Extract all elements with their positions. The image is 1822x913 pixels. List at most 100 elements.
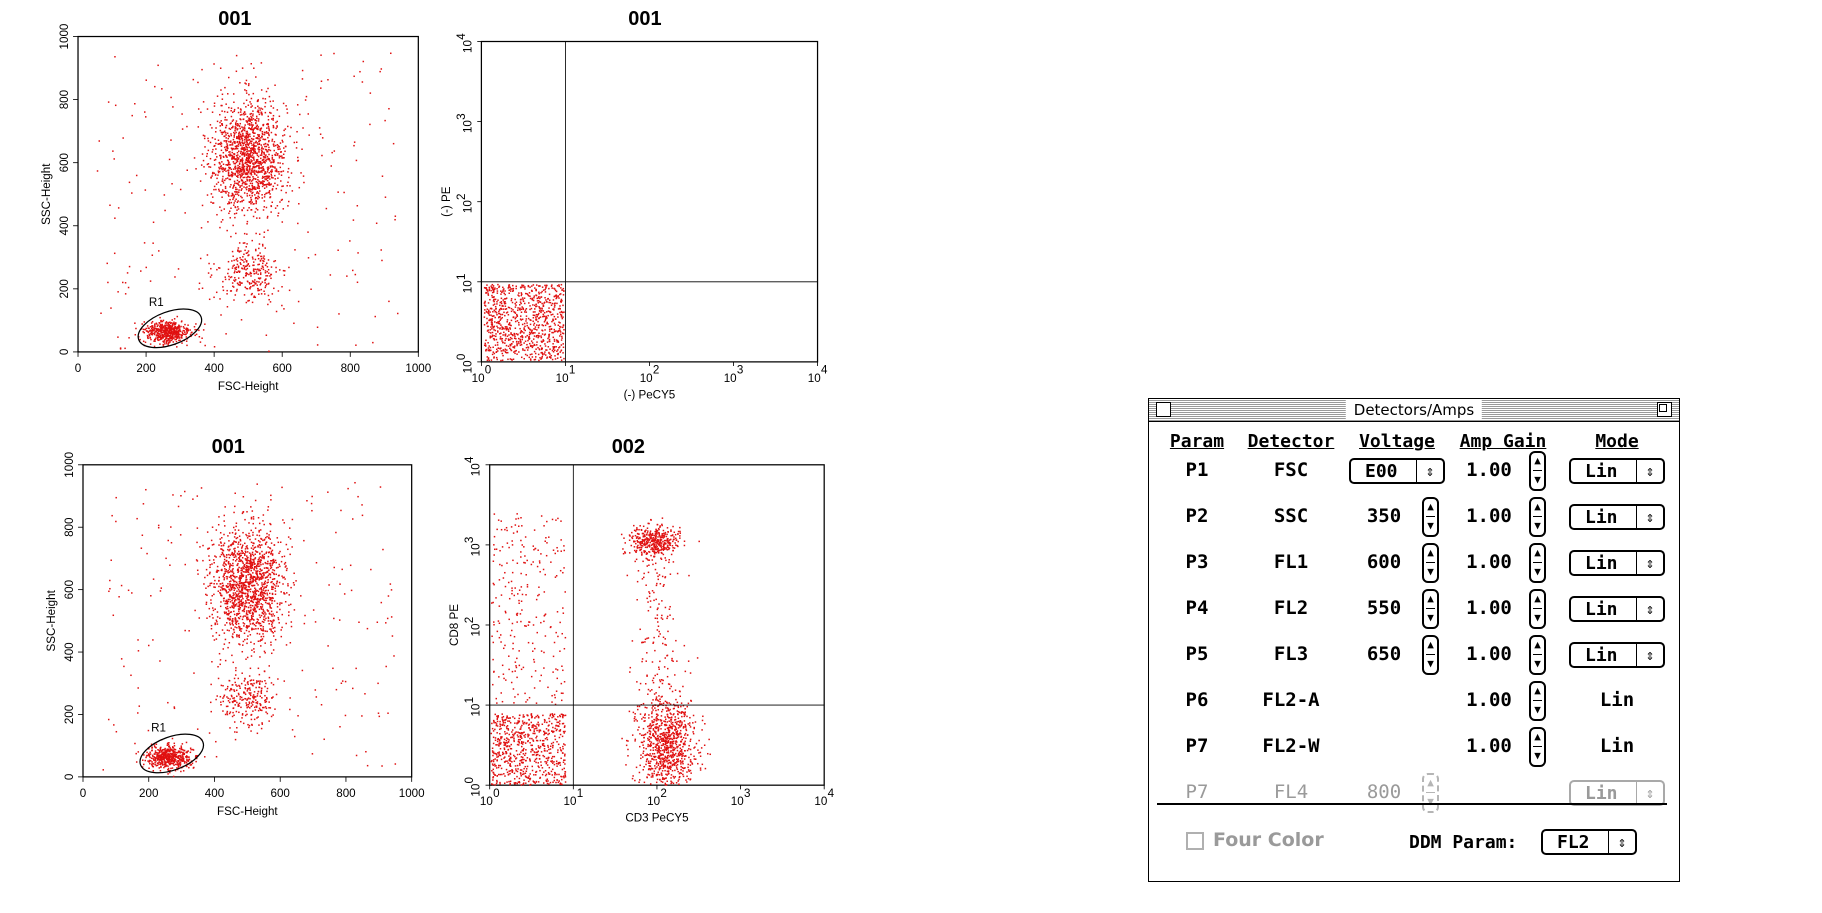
event-dot [270,613,273,616]
event-dot [487,347,490,349]
event-dot [246,581,249,583]
event-dot [256,142,259,144]
event-dot [241,589,244,591]
event-dot [227,194,230,196]
event-dot [252,544,254,547]
event-dot [518,295,520,297]
event-dot [262,628,265,630]
event-dot [154,761,156,764]
event-dot [159,325,161,328]
event-dot [241,594,243,597]
event-dot [241,574,243,576]
event-dot [261,556,263,559]
event-dot [235,623,238,626]
event-dot [177,335,180,338]
event-dot [274,153,276,156]
event-dot [550,328,553,331]
event-dot [230,611,233,613]
event-dot [282,185,284,187]
event-dot [258,588,261,590]
event-dot [252,608,254,611]
event-dot [214,145,216,147]
event-dot [267,259,270,261]
event-dot [254,162,256,164]
event-dot [262,563,264,565]
event-dot [541,290,543,293]
event-dot [238,535,241,537]
event-dot [262,610,265,612]
event-dot [239,142,242,145]
event-dot [497,350,499,352]
event-dot [233,184,235,186]
event-dot [547,337,549,340]
event-dot [301,148,303,150]
event-dot [264,162,266,164]
event-dot [222,554,225,556]
event-dot [246,176,248,179]
event-dot [250,569,252,572]
event-dot [252,124,254,126]
event-dot [213,593,215,596]
event-dot [264,590,267,592]
event-dot [229,217,231,219]
event-dot [268,573,270,575]
event-dot [259,594,262,596]
event-dot [240,109,242,111]
event-dot [248,589,250,591]
event-dot [261,243,264,246]
event-dot [239,600,241,602]
event-dot [224,116,227,119]
event-dot [211,595,213,597]
event-dot [253,598,255,601]
event-dot [237,612,239,615]
event-dot [220,191,222,193]
event-dot [109,204,111,207]
event-dot [214,586,216,589]
event-dot [515,333,518,335]
event-dot [500,290,502,292]
event-dot [258,608,261,611]
event-dot [234,505,236,508]
event-dot [251,285,254,287]
event-dot [500,301,503,303]
event-dot [145,327,147,330]
event-dot [505,308,508,310]
event-dot [246,267,249,270]
event-dot [529,319,531,321]
event-dot [533,314,536,317]
event-dot [190,748,192,751]
event-dot [234,268,236,270]
y-tick-base: 10 [461,280,474,293]
event-dot [255,159,258,162]
event-dot [268,140,270,142]
event-dot [270,266,273,268]
event-dot [162,330,165,332]
event-dot [236,569,239,572]
event-dot [229,586,232,588]
event-dot [209,166,212,168]
event-dot [261,604,264,606]
event-dot [249,287,251,290]
event-dot [540,311,542,314]
event-dot [250,565,253,568]
event-dot [221,587,223,589]
event-dot [281,157,283,159]
event-dot [247,154,249,157]
event-dot [288,176,290,179]
event-dot [251,595,254,598]
event-dot [506,351,509,354]
event-dot [489,319,491,321]
event-dot [261,544,263,546]
event-dot [241,162,244,164]
event-dot [147,327,149,329]
event-dot [270,499,272,501]
event-dot [538,312,540,315]
event-dot [167,322,169,325]
event-dot [233,110,235,113]
event-dot [246,593,249,595]
event-dot [227,646,229,649]
event-dot [270,597,273,599]
event-dot [548,333,551,336]
event-dot [260,164,263,166]
event-dot [249,101,251,103]
